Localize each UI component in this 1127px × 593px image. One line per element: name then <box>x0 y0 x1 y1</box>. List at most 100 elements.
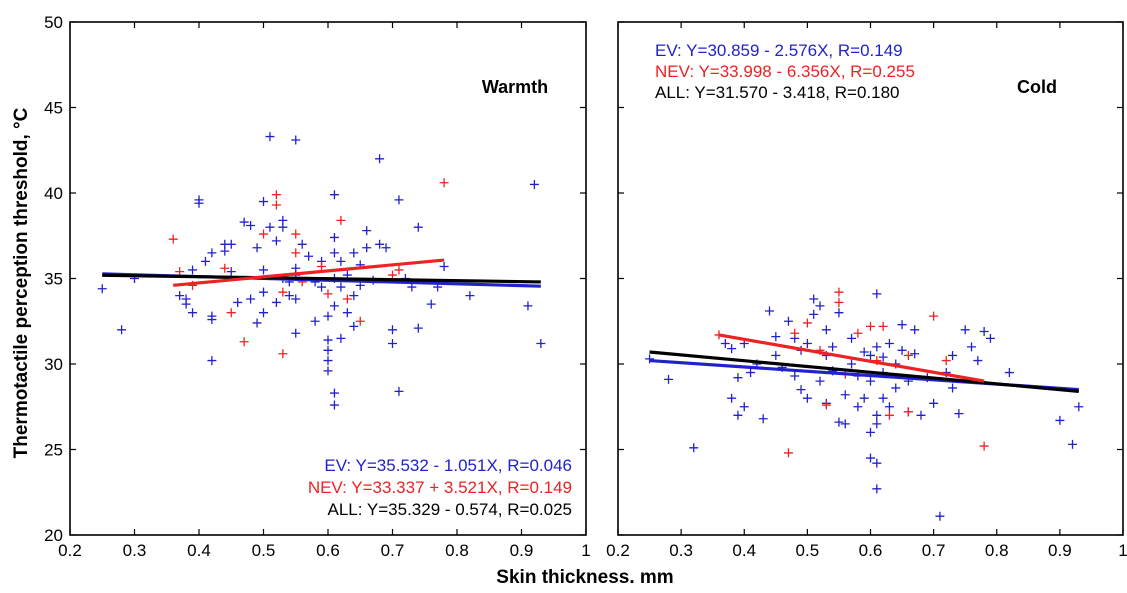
point-ev <box>746 368 756 378</box>
point-ev <box>771 350 781 360</box>
point-ev <box>872 410 882 420</box>
point-ev <box>872 419 882 429</box>
point-ev <box>207 315 217 325</box>
point-ev <box>291 294 301 304</box>
point-ev <box>188 265 198 275</box>
point-ev <box>1068 439 1077 449</box>
point-nev <box>355 316 365 326</box>
point-ev <box>194 195 204 205</box>
point-nev <box>271 190 281 200</box>
point-ev <box>284 291 294 301</box>
point-ev <box>929 398 939 408</box>
point-ev <box>960 325 970 335</box>
point-ev <box>727 344 737 354</box>
point-ev <box>758 414 768 424</box>
y-tick-label: 50 <box>44 13 63 32</box>
point-ev <box>349 321 359 331</box>
x-tick-label: 0.6 <box>316 541 340 560</box>
point-ev <box>853 402 863 412</box>
x-tick-label: 0.5 <box>252 541 276 560</box>
point-ev <box>897 345 907 355</box>
point-nev <box>342 294 352 304</box>
panel-cold: 0.2 0.3 0.4 0.5 0.6 0.7 0.8 0.9 1 EV: Y=30.859 - … <box>606 21 1127 560</box>
point-ev <box>859 347 869 357</box>
point-ev <box>897 320 907 330</box>
point-ev <box>233 297 243 307</box>
point-ev <box>935 511 945 521</box>
x-tick-label: 0.3 <box>123 541 147 560</box>
x-tick-label: 0.7 <box>922 541 946 560</box>
point-ev <box>329 400 339 410</box>
point-ev <box>809 309 819 319</box>
point-ev <box>765 306 774 316</box>
point-ev <box>329 190 339 200</box>
point-ev <box>439 262 449 272</box>
point-nev <box>834 297 844 307</box>
point-ev <box>821 325 831 335</box>
point-ev <box>948 350 958 360</box>
point-ev <box>207 356 217 366</box>
point-ev <box>226 239 236 249</box>
point-nev <box>278 287 288 297</box>
point-ev <box>815 376 825 386</box>
point-ev <box>771 332 781 342</box>
point-nev <box>291 248 301 258</box>
x-axis-title: Skin thickness. mm <box>496 567 673 588</box>
point-ev <box>973 356 983 366</box>
point-ev <box>840 390 850 400</box>
x-tick-label: 0.4 <box>187 541 211 560</box>
point-ev <box>200 256 210 266</box>
fit-line-nev <box>718 333 985 383</box>
point-ev <box>878 393 888 403</box>
point-ev <box>336 256 346 266</box>
y-tick-label: 45 <box>44 99 63 118</box>
point-ev <box>336 282 346 292</box>
point-ev <box>783 316 793 326</box>
point-ev <box>866 376 875 386</box>
point-ev <box>252 243 262 253</box>
point-ev <box>394 386 404 396</box>
x-tick-label: 0.7 <box>381 541 405 560</box>
x-tick-label: 0.9 <box>1048 541 1072 560</box>
point-ev <box>220 246 230 256</box>
point-ev <box>246 220 256 230</box>
point-nev <box>291 229 301 239</box>
point-nev <box>941 356 951 366</box>
x-tick-label: 1 <box>581 541 590 560</box>
point-ev <box>226 267 236 277</box>
point-ev <box>884 338 894 348</box>
point-nev <box>903 350 913 360</box>
x-tick-label: 0.6 <box>859 541 883 560</box>
point-ev <box>317 282 327 292</box>
point-ev <box>891 383 901 393</box>
point-nev <box>853 328 863 338</box>
point-ev <box>271 236 281 246</box>
point-ev <box>859 393 869 403</box>
point-nev <box>439 178 449 188</box>
point-ev <box>872 458 882 468</box>
point-ev <box>323 311 333 321</box>
point-ev <box>271 297 281 307</box>
point-nev <box>929 311 939 321</box>
point-ev <box>181 299 191 309</box>
point-ev <box>117 325 127 335</box>
point-nev <box>259 229 268 239</box>
point-nev <box>226 308 236 318</box>
x-tick-label: 1 <box>1118 541 1127 560</box>
point-ev <box>866 350 875 360</box>
point-ev <box>828 342 838 352</box>
equation-ev: EV: Y=30.859 - 2.576X, R=0.149 <box>655 41 903 60</box>
point-ev <box>252 318 262 328</box>
point-ev <box>979 327 989 337</box>
point-ev <box>265 222 275 232</box>
point-nev <box>278 349 288 359</box>
point-ev <box>948 383 958 393</box>
point-nev <box>783 448 793 458</box>
point-ev <box>664 374 673 384</box>
point-ev <box>910 325 920 335</box>
point-nev <box>220 263 230 273</box>
x-tick-label: 0.2 <box>58 541 82 560</box>
point-nev <box>802 318 812 328</box>
point-ev <box>910 349 920 359</box>
